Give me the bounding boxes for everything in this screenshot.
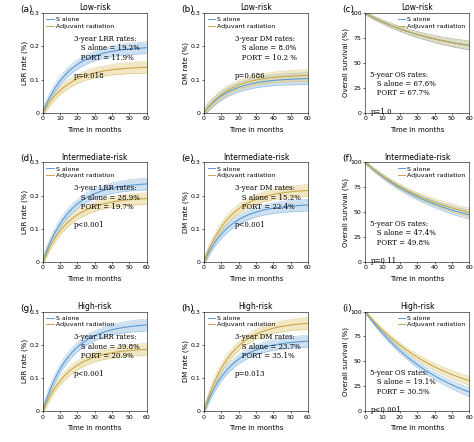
- Y-axis label: Overall survival (%): Overall survival (%): [342, 28, 349, 98]
- Legend: S alone, Adjuvant radiation: S alone, Adjuvant radiation: [207, 166, 276, 179]
- X-axis label: Time in months: Time in months: [390, 276, 445, 282]
- Text: (b): (b): [181, 5, 194, 14]
- Title: High-risk: High-risk: [239, 302, 273, 311]
- Legend: S alone, Adjuvant radiation: S alone, Adjuvant radiation: [207, 16, 276, 30]
- Title: Intermediate-risk: Intermediate-risk: [62, 152, 128, 162]
- Text: 5-year OS rates:
   S alone = 47.4%
   PORT = 49.8%

p=0.11: 5-year OS rates: S alone = 47.4% PORT = …: [370, 220, 436, 265]
- X-axis label: Time in months: Time in months: [229, 276, 283, 282]
- Y-axis label: DM rate (%): DM rate (%): [182, 191, 189, 233]
- Text: (i): (i): [342, 304, 352, 312]
- Text: (f): (f): [342, 154, 353, 164]
- Legend: S alone, Adjuvant radiation: S alone, Adjuvant radiation: [397, 16, 466, 30]
- Title: High-risk: High-risk: [400, 302, 435, 311]
- Text: (c): (c): [342, 5, 355, 14]
- Legend: S alone, Adjuvant radiation: S alone, Adjuvant radiation: [46, 16, 115, 30]
- Text: 3-year LRR rates:
   S alone = 19.2%
   PORT = 11.9%

p=0.018: 3-year LRR rates: S alone = 19.2% PORT =…: [74, 35, 140, 80]
- Y-axis label: Overall survival (%): Overall survival (%): [342, 178, 349, 247]
- Title: Low-risk: Low-risk: [401, 4, 433, 12]
- X-axis label: Time in months: Time in months: [67, 276, 122, 282]
- Text: 3-year LRR rates:
   S alone = 28.9%
   PORT = 19.7%

p<0.001: 3-year LRR rates: S alone = 28.9% PORT =…: [74, 184, 140, 229]
- Y-axis label: LRR rate (%): LRR rate (%): [21, 41, 28, 85]
- Text: (h): (h): [181, 304, 194, 312]
- Y-axis label: DM rate (%): DM rate (%): [182, 42, 189, 84]
- Y-axis label: LRR rate (%): LRR rate (%): [21, 190, 28, 234]
- Legend: S alone, Adjuvant radiation: S alone, Adjuvant radiation: [46, 315, 115, 328]
- X-axis label: Time in months: Time in months: [67, 127, 122, 133]
- Title: Intermediate-risk: Intermediate-risk: [384, 152, 450, 162]
- Legend: S alone, Adjuvant radiation: S alone, Adjuvant radiation: [46, 166, 115, 179]
- Text: 3-year LRR rates:
   S alone = 39.8%
   PORT = 20.9%

p<0.001: 3-year LRR rates: S alone = 39.8% PORT =…: [74, 334, 140, 378]
- Text: 5-year OS rates:
   S alone = 19.1%
   PORT = 30.5%

p<0.001: 5-year OS rates: S alone = 19.1% PORT = …: [370, 370, 436, 414]
- Text: (d): (d): [20, 154, 33, 164]
- Legend: S alone, Adjuvant radiation: S alone, Adjuvant radiation: [397, 166, 466, 179]
- X-axis label: Time in months: Time in months: [229, 425, 283, 431]
- Text: (e): (e): [181, 154, 194, 164]
- Text: (a): (a): [20, 5, 32, 14]
- X-axis label: Time in months: Time in months: [390, 425, 445, 431]
- Text: 5-year OS rates:
   S alone = 67.6%
   PORT = 67.7%

p=1.0: 5-year OS rates: S alone = 67.6% PORT = …: [370, 71, 436, 116]
- Text: 3-year DM rates:
   S alone = 15.2%
   PORT = 22.4%

p<0.001: 3-year DM rates: S alone = 15.2% PORT = …: [235, 184, 301, 229]
- X-axis label: Time in months: Time in months: [229, 127, 283, 133]
- Title: Low-risk: Low-risk: [79, 4, 110, 12]
- Title: High-risk: High-risk: [77, 302, 112, 311]
- Text: 3-year DM rates:
   S alone = 8.0%
   PORT = 10.2 %

p=0.686: 3-year DM rates: S alone = 8.0% PORT = 1…: [235, 35, 297, 80]
- Text: 3-year DM rates:
   S alone = 23.7%
   PORT = 35.1%

p=0.013: 3-year DM rates: S alone = 23.7% PORT = …: [235, 334, 301, 378]
- Y-axis label: Overall survival (%): Overall survival (%): [342, 327, 349, 396]
- Title: Low-risk: Low-risk: [240, 4, 272, 12]
- Legend: S alone, Adjuvant radiation: S alone, Adjuvant radiation: [397, 315, 466, 328]
- Legend: S alone, Adjuvant radiation: S alone, Adjuvant radiation: [207, 315, 276, 328]
- Y-axis label: DM rate (%): DM rate (%): [182, 340, 189, 382]
- Title: Intermediate-risk: Intermediate-risk: [223, 152, 289, 162]
- Y-axis label: LRR rate (%): LRR rate (%): [21, 339, 28, 383]
- Text: (g): (g): [20, 304, 33, 312]
- X-axis label: Time in months: Time in months: [390, 127, 445, 133]
- X-axis label: Time in months: Time in months: [67, 425, 122, 431]
